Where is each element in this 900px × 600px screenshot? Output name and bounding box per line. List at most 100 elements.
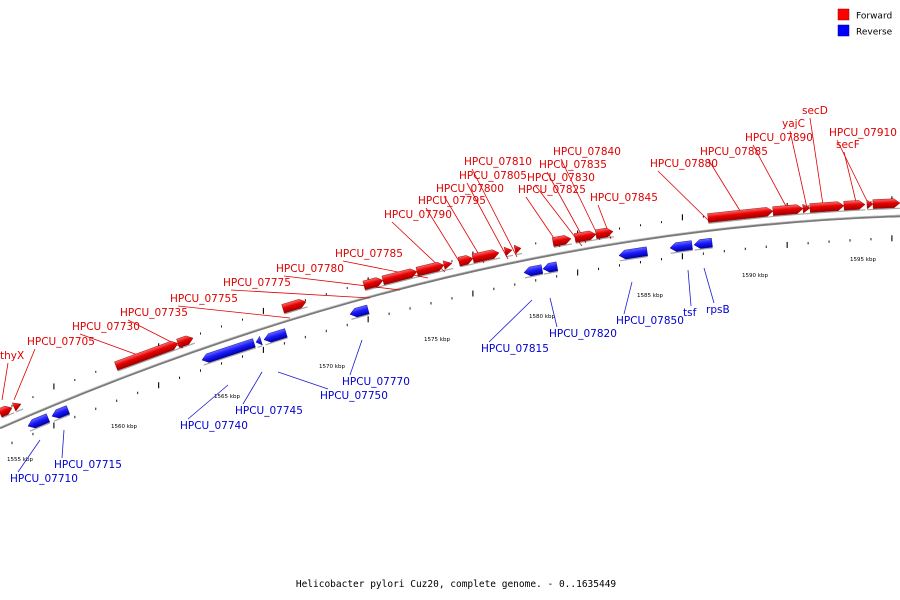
gene-shadow	[1, 412, 15, 419]
gene-label-forward: HPCU_07795	[418, 195, 486, 207]
gene-shadow	[810, 210, 845, 214]
gene-forward-arrow	[872, 198, 900, 209]
gene-forward	[809, 201, 845, 214]
gene-forward	[573, 230, 598, 244]
gene-label-reverse: HPCU_07715	[54, 459, 122, 471]
gene-forward-arrow	[843, 200, 866, 211]
gene-label-forward: HPCU_07845	[590, 192, 658, 204]
gene-forward	[0, 405, 15, 419]
gene-shadow	[670, 249, 693, 254]
gene-shadow	[29, 422, 51, 432]
legend-swatch-reverse	[837, 24, 850, 37]
leader-forward	[560, 158, 601, 241]
gene-forward-arrow	[772, 204, 804, 216]
legend: Forward Reverse	[837, 8, 893, 38]
leader-forward	[230, 289, 371, 299]
gene-forward-arrow	[573, 230, 597, 243]
gene-reverse-arrow	[618, 246, 648, 260]
gene-forward-arrow	[415, 261, 445, 277]
gene-reverse-arrow	[542, 261, 559, 273]
gene-forward-arrow	[11, 402, 22, 412]
gene-reverse-arrow	[693, 237, 713, 249]
gene-forward-arrow	[551, 235, 572, 247]
gene-shadow	[596, 236, 614, 241]
gene-shadow	[844, 209, 866, 212]
scale-label: 1575 kbp	[424, 337, 450, 343]
gene-forward	[457, 255, 475, 268]
leader-forward	[471, 168, 518, 258]
leader-forward	[546, 171, 587, 244]
gene-shadow	[803, 212, 811, 215]
leader-reverse	[349, 339, 363, 376]
gene-shadow	[384, 276, 419, 287]
leader-forward	[79, 333, 147, 359]
gene-shadow	[445, 267, 454, 271]
leader-reverse	[703, 267, 715, 304]
gene-shadow	[257, 345, 263, 348]
gene-shadow	[524, 273, 544, 279]
gene-reverse-arrow	[263, 328, 288, 343]
gene-forward-arrow	[362, 277, 384, 291]
gene-forward	[513, 244, 523, 256]
gene-forward-arrow	[457, 255, 474, 267]
gene-forward-arrow	[595, 227, 614, 240]
gene-forward-arrow	[471, 249, 500, 264]
gene-forward-arrow	[114, 341, 179, 371]
gene-forward	[114, 341, 181, 372]
leader-forward	[789, 130, 808, 209]
gene-label-reverse: HPCU_07850	[616, 315, 684, 327]
leader-forward	[13, 348, 36, 401]
gene-shadow	[117, 347, 181, 372]
leader-forward	[657, 170, 711, 223]
scale-label: 1565 kbp	[214, 394, 240, 400]
gene-shadow	[515, 252, 523, 256]
legend-label-reverse: Reverse	[856, 28, 893, 38]
leader-reverse	[187, 384, 229, 420]
gene-forward-arrow	[176, 335, 194, 348]
leader-reverse	[17, 439, 41, 473]
gene-reverse-arrow	[255, 335, 263, 346]
gene-shadow	[460, 263, 475, 268]
gene-reverse	[201, 338, 256, 366]
gene-label-forward: HPCU_07785	[335, 248, 403, 260]
leader-forward	[1, 362, 9, 401]
leader-forward	[836, 139, 868, 202]
gene-label-forward: HPCU_07910	[829, 127, 897, 139]
gene-shadow	[365, 284, 385, 292]
gene-forward-arrow	[866, 199, 874, 210]
gene-label-reverse: HPCU_07740	[180, 420, 248, 432]
leader-forward	[809, 117, 824, 206]
scale-label: 1580 kbp	[529, 314, 555, 320]
scale-label: 1595 kbp	[850, 257, 876, 263]
gene-reverse	[27, 413, 51, 432]
gene-label-forward: HPCU_07885	[700, 146, 768, 158]
scale-ticks	[11, 196, 893, 445]
gene-label-forward: HPCU_07880	[650, 158, 718, 170]
gene-label-forward: HPCU_07705	[27, 336, 95, 348]
leader-forward	[177, 305, 291, 319]
label-leader-lines	[1, 117, 868, 473]
gene-shadow	[575, 238, 598, 244]
leader-forward	[843, 151, 857, 203]
leader-reverse	[549, 297, 558, 328]
genome-backbone-highlight	[0, 214, 900, 428]
leader-forward	[752, 144, 789, 211]
gene-label-forward: secF	[836, 139, 860, 151]
gene-shadow	[708, 215, 774, 224]
gene-shadow	[418, 269, 446, 278]
gene-label-forward: HPCU_07805	[459, 170, 527, 182]
gene-forward	[381, 268, 419, 287]
gene-shadow	[265, 337, 288, 346]
leader-reverse	[687, 269, 692, 307]
gene-forward-arrow	[0, 405, 13, 418]
gene-label-reverse: rpsB	[706, 304, 730, 316]
scale-label: 1590 kbp	[742, 273, 768, 279]
gene-label-forward: HPCU_07775	[223, 277, 291, 289]
leader-reverse	[623, 281, 633, 315]
scale-labels: 1555 kbp 1560 kbp 1565 kbp 1570 kbp 1575 kbp…	[7, 257, 876, 463]
leader-reverse	[61, 429, 65, 459]
gene-label-forward: HPCU_07890	[745, 132, 813, 144]
gene-label-forward: HPCU_07810	[464, 156, 532, 168]
